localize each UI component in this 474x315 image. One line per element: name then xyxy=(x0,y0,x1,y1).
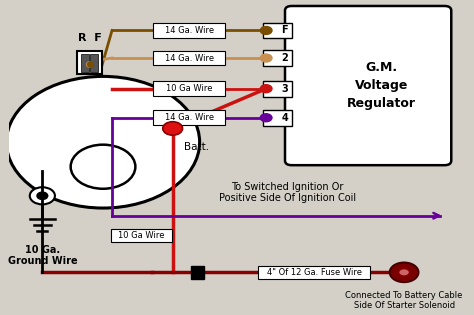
Bar xyxy=(153,110,225,125)
Bar xyxy=(77,51,102,74)
Circle shape xyxy=(260,85,272,93)
FancyBboxPatch shape xyxy=(285,6,451,165)
Circle shape xyxy=(260,114,272,122)
Circle shape xyxy=(260,26,272,34)
Bar xyxy=(91,54,98,72)
Text: 4" Of 12 Ga. Fuse Wire: 4" Of 12 Ga. Fuse Wire xyxy=(267,268,362,277)
Circle shape xyxy=(37,192,48,199)
Bar xyxy=(153,23,225,38)
Text: 10 Ga Wire: 10 Ga Wire xyxy=(166,84,212,93)
Text: G.M.
Voltage
Regulator: G.M. Voltage Regulator xyxy=(347,61,416,110)
Bar xyxy=(263,110,292,126)
Bar xyxy=(82,54,89,72)
Text: 14 Ga. Wire: 14 Ga. Wire xyxy=(164,26,214,35)
Circle shape xyxy=(163,122,182,135)
Text: F: F xyxy=(282,26,288,36)
Text: 4: 4 xyxy=(282,113,288,123)
Circle shape xyxy=(30,187,55,204)
Circle shape xyxy=(390,262,419,282)
Circle shape xyxy=(7,77,200,208)
Text: 14 Ga. Wire: 14 Ga. Wire xyxy=(164,113,214,122)
Bar xyxy=(111,229,172,242)
Text: R  F: R F xyxy=(78,33,101,43)
Text: Connected To Battery Cable
Side Of Starter Solenoid: Connected To Battery Cable Side Of Start… xyxy=(346,291,463,310)
Bar xyxy=(263,50,292,66)
Bar xyxy=(153,81,225,96)
Bar xyxy=(153,51,225,66)
Text: 3: 3 xyxy=(282,84,288,94)
Text: 10 Ga.
Ground Wire: 10 Ga. Ground Wire xyxy=(8,245,77,266)
Bar xyxy=(258,266,370,279)
Bar xyxy=(191,266,204,279)
Text: 10 Ga Wire: 10 Ga Wire xyxy=(118,231,164,240)
Circle shape xyxy=(71,145,136,189)
Circle shape xyxy=(260,54,272,62)
Bar xyxy=(263,22,292,38)
Text: 14 Ga. Wire: 14 Ga. Wire xyxy=(164,54,214,63)
Text: Batt.: Batt. xyxy=(184,142,209,152)
Text: 2: 2 xyxy=(282,53,288,63)
Bar xyxy=(263,81,292,97)
Circle shape xyxy=(399,269,410,276)
Text: To Switched Ignition Or
Positive Side Of Ignition Coil: To Switched Ignition Or Positive Side Of… xyxy=(219,182,356,203)
